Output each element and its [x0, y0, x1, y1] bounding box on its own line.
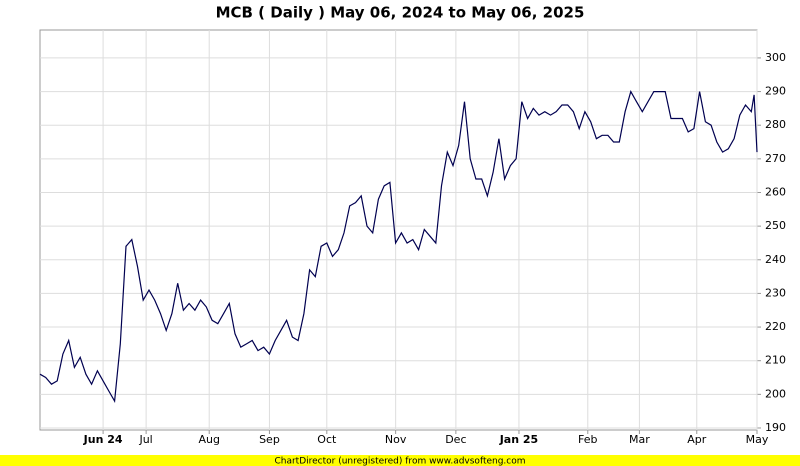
- y-tick-label: 240: [765, 253, 786, 266]
- y-tick-label: 300: [765, 51, 786, 64]
- y-tick-label: 190: [765, 421, 786, 434]
- x-tick-label: Aug: [198, 433, 219, 446]
- x-tick-label: Mar: [629, 433, 650, 446]
- x-tick-label: Jun 24: [83, 433, 123, 446]
- y-tick-label: 220: [765, 320, 786, 333]
- plot-area: [39, 29, 758, 431]
- x-tick-label: Jul: [138, 433, 152, 446]
- x-tick-label: Jan 25: [499, 433, 538, 446]
- chart-title: MCB ( Daily ) May 06, 2024 to May 06, 20…: [216, 4, 585, 22]
- x-tick-label: Apr: [687, 433, 707, 446]
- x-tick-label: Nov: [385, 433, 407, 446]
- footer-bar: [0, 455, 800, 466]
- x-tick-label: Dec: [445, 433, 466, 446]
- y-tick-label: 200: [765, 387, 786, 400]
- y-tick-label: 280: [765, 118, 786, 131]
- y-tick-label: 270: [765, 152, 786, 165]
- footer: ChartDirector (unregistered) from www.ad…: [274, 457, 525, 466]
- x-tick-label: Oct: [317, 433, 337, 446]
- x-tick-label: Sep: [259, 433, 280, 446]
- y-tick-label: 230: [765, 286, 786, 299]
- y-tick-label: 250: [765, 219, 786, 232]
- y-tick-label: 210: [765, 354, 786, 367]
- x-tick-label: May: [746, 433, 769, 446]
- y-tick-label: 290: [765, 85, 786, 98]
- y-tick-label: 260: [765, 185, 786, 198]
- x-tick-label: Feb: [578, 433, 597, 446]
- price-line: [39, 90, 758, 404]
